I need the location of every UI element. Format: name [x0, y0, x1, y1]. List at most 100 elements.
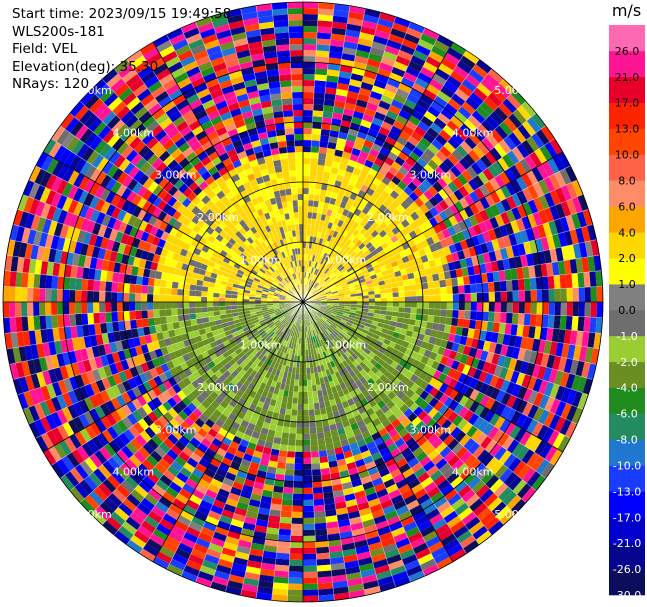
velocity-gate: [309, 273, 313, 280]
velocity-gate: [81, 442, 95, 458]
velocity-gate: [323, 491, 334, 499]
velocity-gate: [260, 278, 267, 283]
velocity-gate: [28, 330, 37, 346]
velocity-gate: [517, 464, 532, 480]
velocity-gate: [189, 437, 201, 448]
velocity-gate: [118, 502, 134, 517]
velocity-gate: [316, 426, 324, 434]
velocity-gate: [366, 492, 379, 502]
velocity-gate: [156, 331, 164, 341]
velocity-gate: [410, 290, 417, 297]
velocity-gate: [77, 361, 87, 375]
velocity-gate: [323, 287, 330, 292]
velocity-gate: [327, 318, 334, 324]
velocity-gate: [90, 509, 107, 525]
velocity-gate: [531, 338, 540, 352]
velocity-gate: [187, 331, 195, 340]
velocity-gate: [315, 276, 320, 282]
velocity-gate: [107, 456, 121, 471]
velocity-gate: [286, 457, 295, 464]
velocity-gate: [364, 108, 377, 118]
velocity-gate: [476, 233, 486, 245]
velocity-gate: [482, 302, 489, 312]
velocity-gate: [333, 320, 340, 325]
velocity-gate: [341, 444, 352, 453]
velocity-gate: [323, 323, 329, 329]
velocity-gate: [373, 157, 384, 167]
velocity-gate: [164, 370, 174, 380]
velocity-gate: [241, 323, 249, 329]
velocity-gate: [279, 407, 287, 415]
velocity-gate: [366, 234, 375, 242]
velocity-gate: [65, 226, 75, 240]
velocity-gate: [289, 559, 303, 566]
velocity-gate: [280, 307, 287, 311]
velocity-gate: [334, 328, 341, 335]
velocity-gate: [281, 290, 288, 294]
velocity-gate: [500, 198, 512, 212]
velocity-gate: [177, 542, 194, 555]
velocity-gate: [447, 493, 462, 506]
velocity-gate: [269, 331, 275, 338]
velocity-gate: [357, 557, 373, 567]
velocity-gate: [303, 158, 311, 165]
velocity-gate: [290, 342, 295, 349]
velocity-gate: [331, 311, 338, 315]
velocity-gate: [371, 117, 384, 127]
velocity-gate: [186, 383, 196, 393]
velocity-gate: [257, 353, 265, 361]
velocity-gate: [195, 285, 203, 292]
velocity-gate: [487, 92, 503, 107]
velocity-gate: [309, 331, 313, 338]
velocity-gate: [477, 171, 490, 185]
velocity-gate: [423, 110, 437, 123]
velocity-gate: [113, 436, 126, 450]
velocity-gate: [317, 570, 332, 578]
velocity-gate: [173, 414, 185, 425]
velocity-gate: [354, 162, 364, 171]
velocity-gate: [323, 285, 329, 290]
velocity-gate: [278, 344, 284, 352]
velocity-gate: [420, 525, 435, 538]
velocity-gate: [519, 361, 529, 375]
velocity-gate: [499, 509, 516, 525]
velocity-gate: [77, 229, 87, 243]
velocity-gate: [125, 441, 138, 455]
velocity-gate: [320, 129, 331, 137]
velocity-gate: [429, 351, 438, 361]
velocity-gate: [324, 437, 333, 445]
velocity-gate: [399, 44, 416, 56]
velocity-gate: [331, 21, 348, 30]
velocity-gate: [498, 322, 506, 334]
velocity-gate: [336, 313, 343, 318]
velocity-gate: [323, 497, 335, 505]
velocity-gate: [130, 274, 138, 285]
velocity-gate: [308, 325, 311, 332]
velocity-gate: [80, 348, 89, 361]
velocity-gate: [502, 258, 511, 271]
velocity-gate: [204, 270, 212, 278]
velocity-gate: [341, 353, 349, 361]
velocity-gate: [283, 346, 289, 354]
velocity-gate: [308, 272, 311, 279]
velocity-gate: [355, 329, 362, 335]
velocity-gate: [520, 254, 529, 268]
velocity-gate: [535, 276, 543, 290]
velocity-gate: [595, 317, 603, 334]
velocity-gate: [110, 194, 122, 207]
velocity-gate: [341, 221, 348, 230]
velocity-gate: [226, 285, 233, 291]
velocity-gate: [317, 582, 334, 590]
velocity-gate: [341, 114, 353, 123]
velocity-gate: [3, 317, 11, 334]
velocity-gate: [476, 253, 485, 265]
velocity-gate: [328, 136, 338, 144]
velocity-gate: [495, 505, 511, 521]
velocity-gate: [181, 570, 198, 583]
velocity-gate: [79, 428, 92, 443]
velocity-gate: [499, 280, 507, 292]
velocity-gate: [251, 282, 259, 288]
velocity-gate: [358, 507, 372, 517]
velocity-gate: [45, 302, 52, 316]
velocity-gate: [427, 367, 437, 377]
